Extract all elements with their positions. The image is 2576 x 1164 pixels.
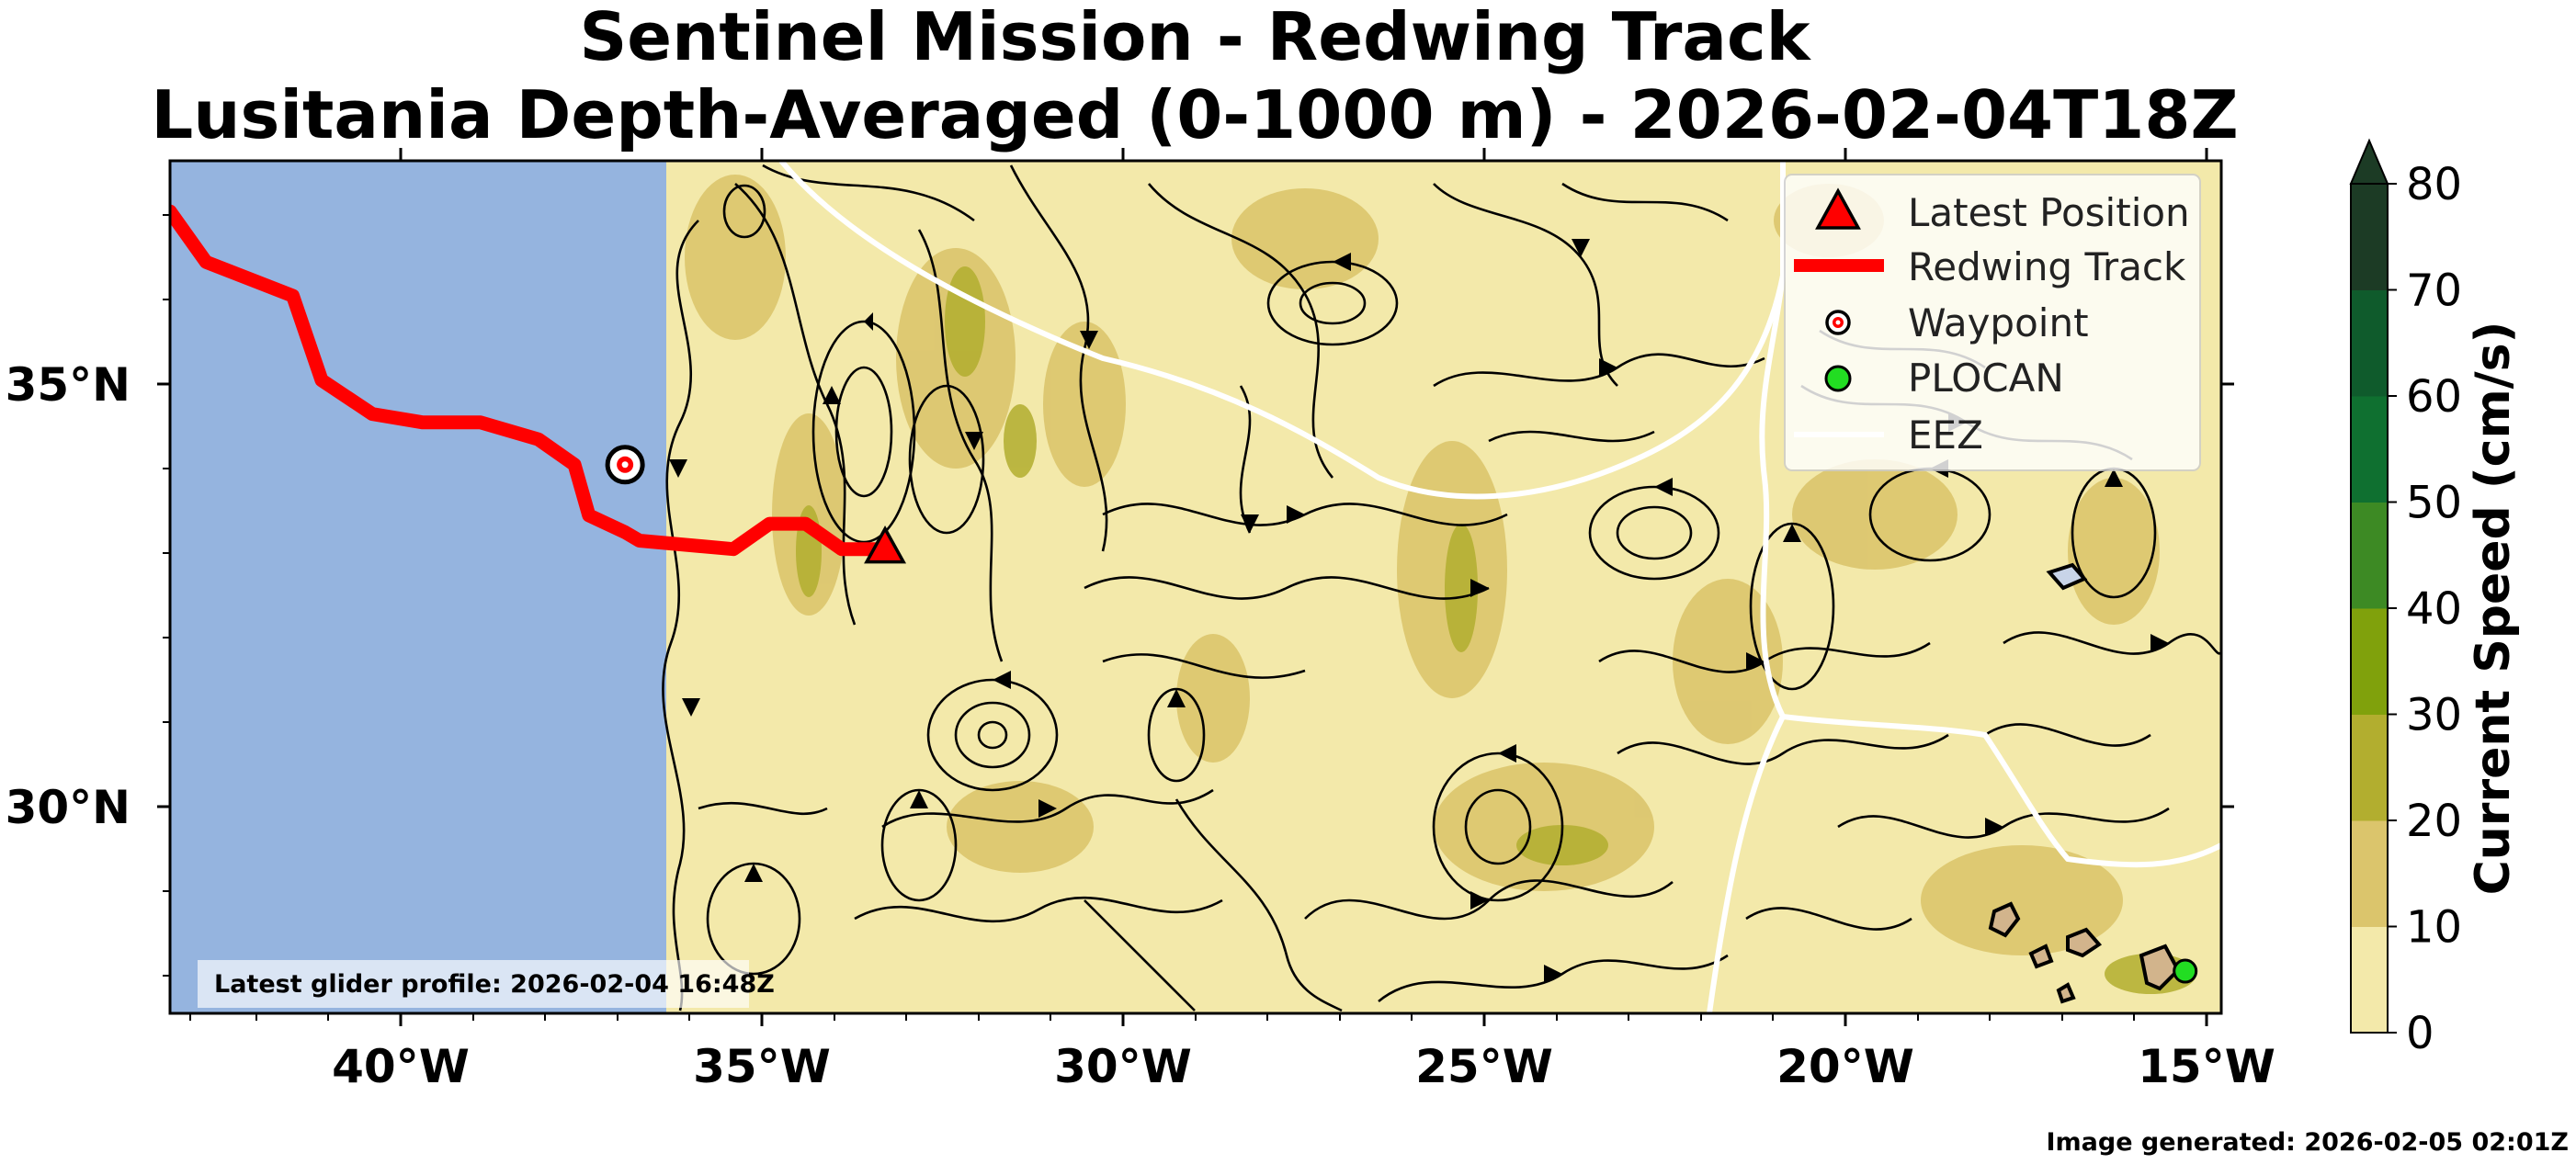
waypoint-marker	[605, 445, 645, 485]
lon-label-15w: 15°W	[2138, 1040, 2275, 1093]
colorbar-segment	[2351, 714, 2388, 821]
colorbar-segment	[2351, 608, 2388, 715]
title-line-2: Lusitania Depth-Averaged (0-1000 m) - 20…	[151, 76, 2238, 153]
lon-label-25w: 25°W	[1415, 1040, 1553, 1093]
latitude-labels: 35°N 30°N	[6, 358, 131, 834]
legend: Latest Position Redwing Track Waypoint P…	[1784, 174, 2201, 471]
colorbar-segments	[2351, 184, 2388, 1034]
legend-latest-label: Latest Position	[1908, 190, 2190, 235]
latest-profile-box	[198, 960, 749, 1008]
lon-label-20w: 20°W	[1776, 1040, 1914, 1093]
colorbar-tick-label: 80	[2406, 159, 2462, 210]
colorbar-segment	[2351, 502, 2388, 609]
latest-position-marker	[864, 525, 907, 564]
legend-frame	[1784, 174, 2201, 471]
colorbar: 0 10 20 30 40 50 60 70 80 Current Speed (cm/s)	[2349, 138, 2521, 1059]
legend-plocan-label: PLOCAN	[1908, 356, 2064, 401]
colorbar-label: Current Speed (cm/s)	[2466, 322, 2521, 896]
colorbar-segment	[2351, 820, 2388, 927]
minor-tick-marks	[163, 214, 2135, 1021]
colorbar-tick-label: 0	[2406, 1008, 2434, 1059]
lon-label-30w: 30°W	[1054, 1040, 1192, 1093]
colorbar-tick-label: 70	[2406, 266, 2462, 317]
colorbar-tick-label: 40	[2406, 583, 2462, 635]
colorbar-tick-label: 20	[2406, 796, 2462, 847]
latest-profile-text: Latest glider profile: 2026-02-04 16:48Z	[214, 970, 775, 999]
tick-marks	[157, 148, 2234, 1026]
legend-track-label: Redwing Track	[1908, 244, 2186, 289]
no-data-region	[170, 161, 666, 1013]
colorbar-segment	[2351, 396, 2388, 503]
longitude-labels: 40°W 35°W 30°W 25°W 20°W 15°W	[332, 1040, 2275, 1093]
colorbar-segment	[2351, 184, 2388, 290]
legend-eez-label: EEZ	[1908, 412, 1983, 458]
colorbar-tick-label: 60	[2406, 371, 2462, 423]
colorbar-segment	[2351, 926, 2388, 1034]
islands	[1988, 562, 2181, 1004]
generated-timestamp: Image generated: 2026-02-05 02:01Z	[2046, 1128, 2569, 1157]
lat-label-35n: 35°N	[6, 358, 131, 412]
streamline-arrows	[669, 239, 2169, 983]
colorbar-ticks: 0 10 20 30 40 50 60 70 80	[2388, 159, 2462, 1059]
lat-label-30n: 30°N	[6, 781, 131, 834]
legend-waypoint-label: Waypoint	[1908, 300, 2089, 345]
streamlines	[662, 164, 2221, 1012]
colorbar-extend-arrow	[2349, 138, 2389, 185]
lon-label-35w: 35°W	[693, 1040, 831, 1093]
speed-patches	[685, 175, 2160, 955]
colorbar-tick-label: 30	[2406, 690, 2462, 741]
colorbar-segment	[2351, 289, 2388, 397]
legend-latest-icon	[1815, 187, 1861, 230]
colorbar-tick-label: 10	[2406, 902, 2462, 954]
lon-label-40w: 40°W	[332, 1040, 470, 1093]
glider-track	[170, 204, 892, 557]
title-line-1: Sentinel Mission - Redwing Track	[579, 0, 1811, 75]
plocan-marker	[2173, 958, 2198, 984]
eez-boundaries	[778, 161, 2221, 1013]
colorbar-tick-label: 50	[2406, 478, 2462, 529]
legend-plocan-icon	[1824, 365, 1852, 392]
legend-waypoint-icon	[1825, 310, 1851, 335]
